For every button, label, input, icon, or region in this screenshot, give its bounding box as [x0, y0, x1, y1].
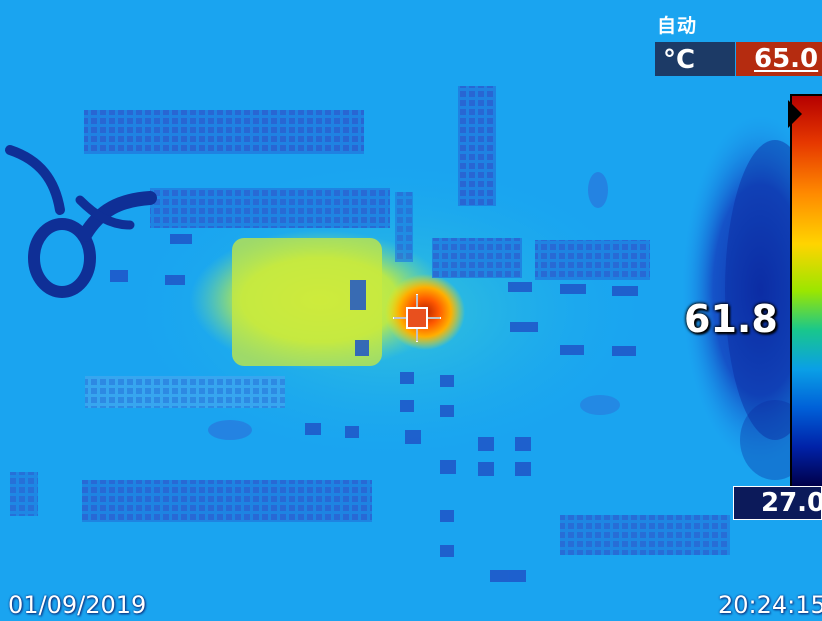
range-max-box: 65.0: [736, 42, 822, 76]
color-scale-bar: [790, 94, 822, 486]
range-max-value: 65.0: [754, 44, 819, 74]
measure-mode-label: 自动: [657, 15, 698, 37]
range-min-value: 27.0: [761, 488, 822, 518]
capture-date: 01/09/2019: [8, 591, 147, 619]
scale-pointer-icon: [788, 100, 802, 128]
temperature-unit: °C: [663, 45, 696, 75]
unit-box: [655, 42, 735, 76]
capture-time: 20:24:15: [718, 591, 822, 619]
spot-temperature: 61.8: [684, 297, 778, 341]
crosshair-icon: [393, 294, 441, 342]
range-min-box: 27.0: [733, 486, 822, 520]
